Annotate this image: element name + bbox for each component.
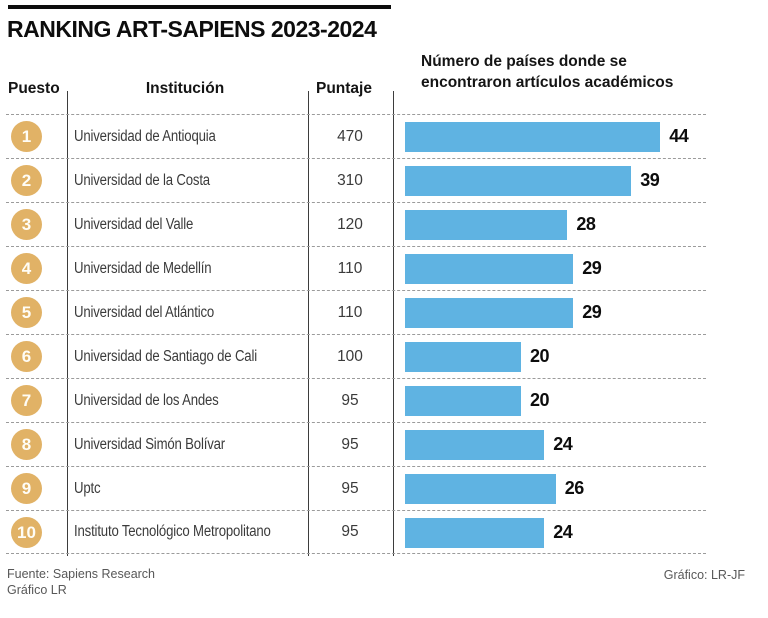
score-value: 95	[341, 523, 359, 540]
credit-note: Gráfico: LR-JF	[663, 568, 745, 582]
rank-number: 4	[21, 258, 32, 278]
table-row: 5 Universidad del Atlántico 110 29	[6, 290, 706, 334]
institution-name: Universidad de Antioquia	[74, 127, 216, 145]
rank-number: 10	[17, 522, 36, 542]
rank-number: 1	[21, 126, 32, 146]
table-row: 1 Universidad de Antioquia 470 44	[6, 114, 706, 158]
countries-value: 20	[530, 390, 550, 410]
institution-name: Universidad de la Costa	[74, 171, 210, 189]
countries-value: 28	[576, 214, 596, 234]
table-row: 2 Universidad de la Costa 310 39	[6, 158, 706, 202]
table-row: 4 Universidad de Medellín 110 29	[6, 246, 706, 290]
countries-value: 26	[564, 478, 585, 498]
column-header-countries: Número de países donde se encontraron ar…	[421, 53, 674, 91]
countries-bar	[405, 430, 545, 460]
countries-value: 29	[582, 258, 602, 278]
rank-badge: 3	[11, 209, 42, 240]
rank-number: 7	[21, 390, 32, 410]
score-value: 470	[337, 127, 363, 145]
rank-badge: 8	[11, 429, 42, 460]
rank-number: 2	[21, 170, 32, 190]
countries-value: 44	[669, 126, 689, 146]
rank-badge: 2	[11, 165, 42, 196]
countries-bar	[405, 298, 574, 328]
countries-bar	[405, 342, 521, 372]
rank-number: 5	[21, 302, 32, 322]
score-value: 110	[337, 303, 363, 321]
column-divider	[308, 91, 309, 556]
table-row: 7 Universidad de los Andes 95 20	[6, 378, 706, 422]
countries-value: 24	[553, 521, 573, 542]
countries-bar	[405, 254, 574, 284]
countries-value: 29	[582, 302, 602, 322]
score-value: 310	[337, 171, 363, 189]
table-row: 6 Universidad de Santiago de Cali 100 20	[6, 334, 706, 378]
source-line: Gráfico LR	[7, 583, 67, 597]
countries-value: 24	[553, 434, 573, 454]
column-header-rank: Puesto	[8, 80, 60, 97]
rank-badge: 6	[11, 341, 42, 372]
rank-badge: 9	[11, 473, 42, 504]
institution-name: Instituto Tecnológico Metropolitano	[74, 523, 271, 540]
institution-name: Uptc	[74, 479, 101, 497]
institution-name: Universidad del Valle	[74, 215, 194, 233]
countries-bar	[405, 518, 545, 548]
source-note: Fuente: Sapiens Research Gráfico LR	[7, 566, 155, 598]
table-row: 3 Universidad del Valle 120 28	[6, 202, 706, 246]
column-divider	[393, 91, 394, 556]
countries-bar	[405, 386, 521, 416]
rank-number: 8	[21, 434, 32, 454]
rank-number: 9	[21, 478, 32, 498]
table-row: 9 Uptc 95 26	[6, 466, 706, 510]
table-row: 10 Instituto Tecnológico Metropolitano 9…	[6, 510, 706, 554]
score-value: 95	[341, 435, 359, 453]
score-value: 95	[341, 479, 359, 497]
score-value: 110	[337, 259, 363, 277]
institution-name: Universidad del Atlántico	[74, 303, 215, 321]
column-divider	[67, 91, 68, 556]
countries-value: 20	[530, 346, 550, 366]
institution-name: Universidad de los Andes	[74, 391, 219, 409]
countries-value: 39	[640, 170, 660, 190]
rank-badge: 4	[11, 253, 42, 284]
ranking-table: 1 Universidad de Antioquia 470 44 2 Univ…	[6, 114, 706, 554]
rank-number: 6	[21, 346, 32, 366]
countries-bar	[405, 474, 556, 504]
institution-name: Universidad Simón Bolívar	[74, 435, 225, 453]
rank-badge: 1	[11, 121, 42, 152]
institution-name: Universidad de Medellín	[74, 259, 212, 277]
page-title: RANKING ART-SAPIENS 2023-2024	[7, 16, 377, 42]
countries-bar	[405, 210, 568, 240]
column-header-institution: Institución	[145, 80, 225, 97]
rank-badge: 5	[11, 297, 42, 328]
title-rule	[8, 5, 391, 9]
countries-bar	[405, 166, 632, 196]
countries-bar	[405, 122, 661, 152]
rank-number: 3	[21, 214, 32, 234]
source-line: Fuente: Sapiens Research	[7, 567, 156, 581]
institution-name: Universidad de Santiago de Cali	[74, 347, 257, 365]
table-row: 8 Universidad Simón Bolívar 95 24	[6, 422, 706, 466]
score-value: 120	[337, 215, 363, 233]
column-header-score: Puntaje	[316, 80, 372, 97]
rank-badge: 7	[11, 385, 42, 416]
rank-badge: 10	[11, 517, 42, 548]
score-value: 95	[341, 391, 359, 409]
score-value: 100	[337, 347, 363, 365]
